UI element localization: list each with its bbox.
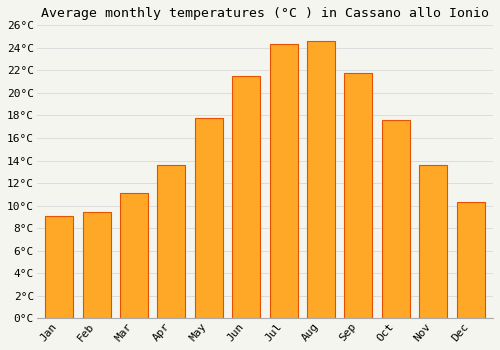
Bar bbox=[344, 72, 372, 318]
Bar bbox=[82, 212, 110, 318]
Title: Average monthly temperatures (°C ) in Cassano allo Ionio: Average monthly temperatures (°C ) in Ca… bbox=[41, 7, 489, 20]
Bar bbox=[382, 120, 410, 318]
Bar bbox=[419, 165, 447, 318]
Bar bbox=[232, 76, 260, 318]
Bar bbox=[307, 41, 335, 318]
Bar bbox=[195, 118, 223, 319]
Bar bbox=[270, 44, 297, 318]
Bar bbox=[158, 165, 186, 318]
Bar bbox=[456, 202, 484, 318]
Bar bbox=[45, 216, 73, 318]
Bar bbox=[120, 193, 148, 318]
